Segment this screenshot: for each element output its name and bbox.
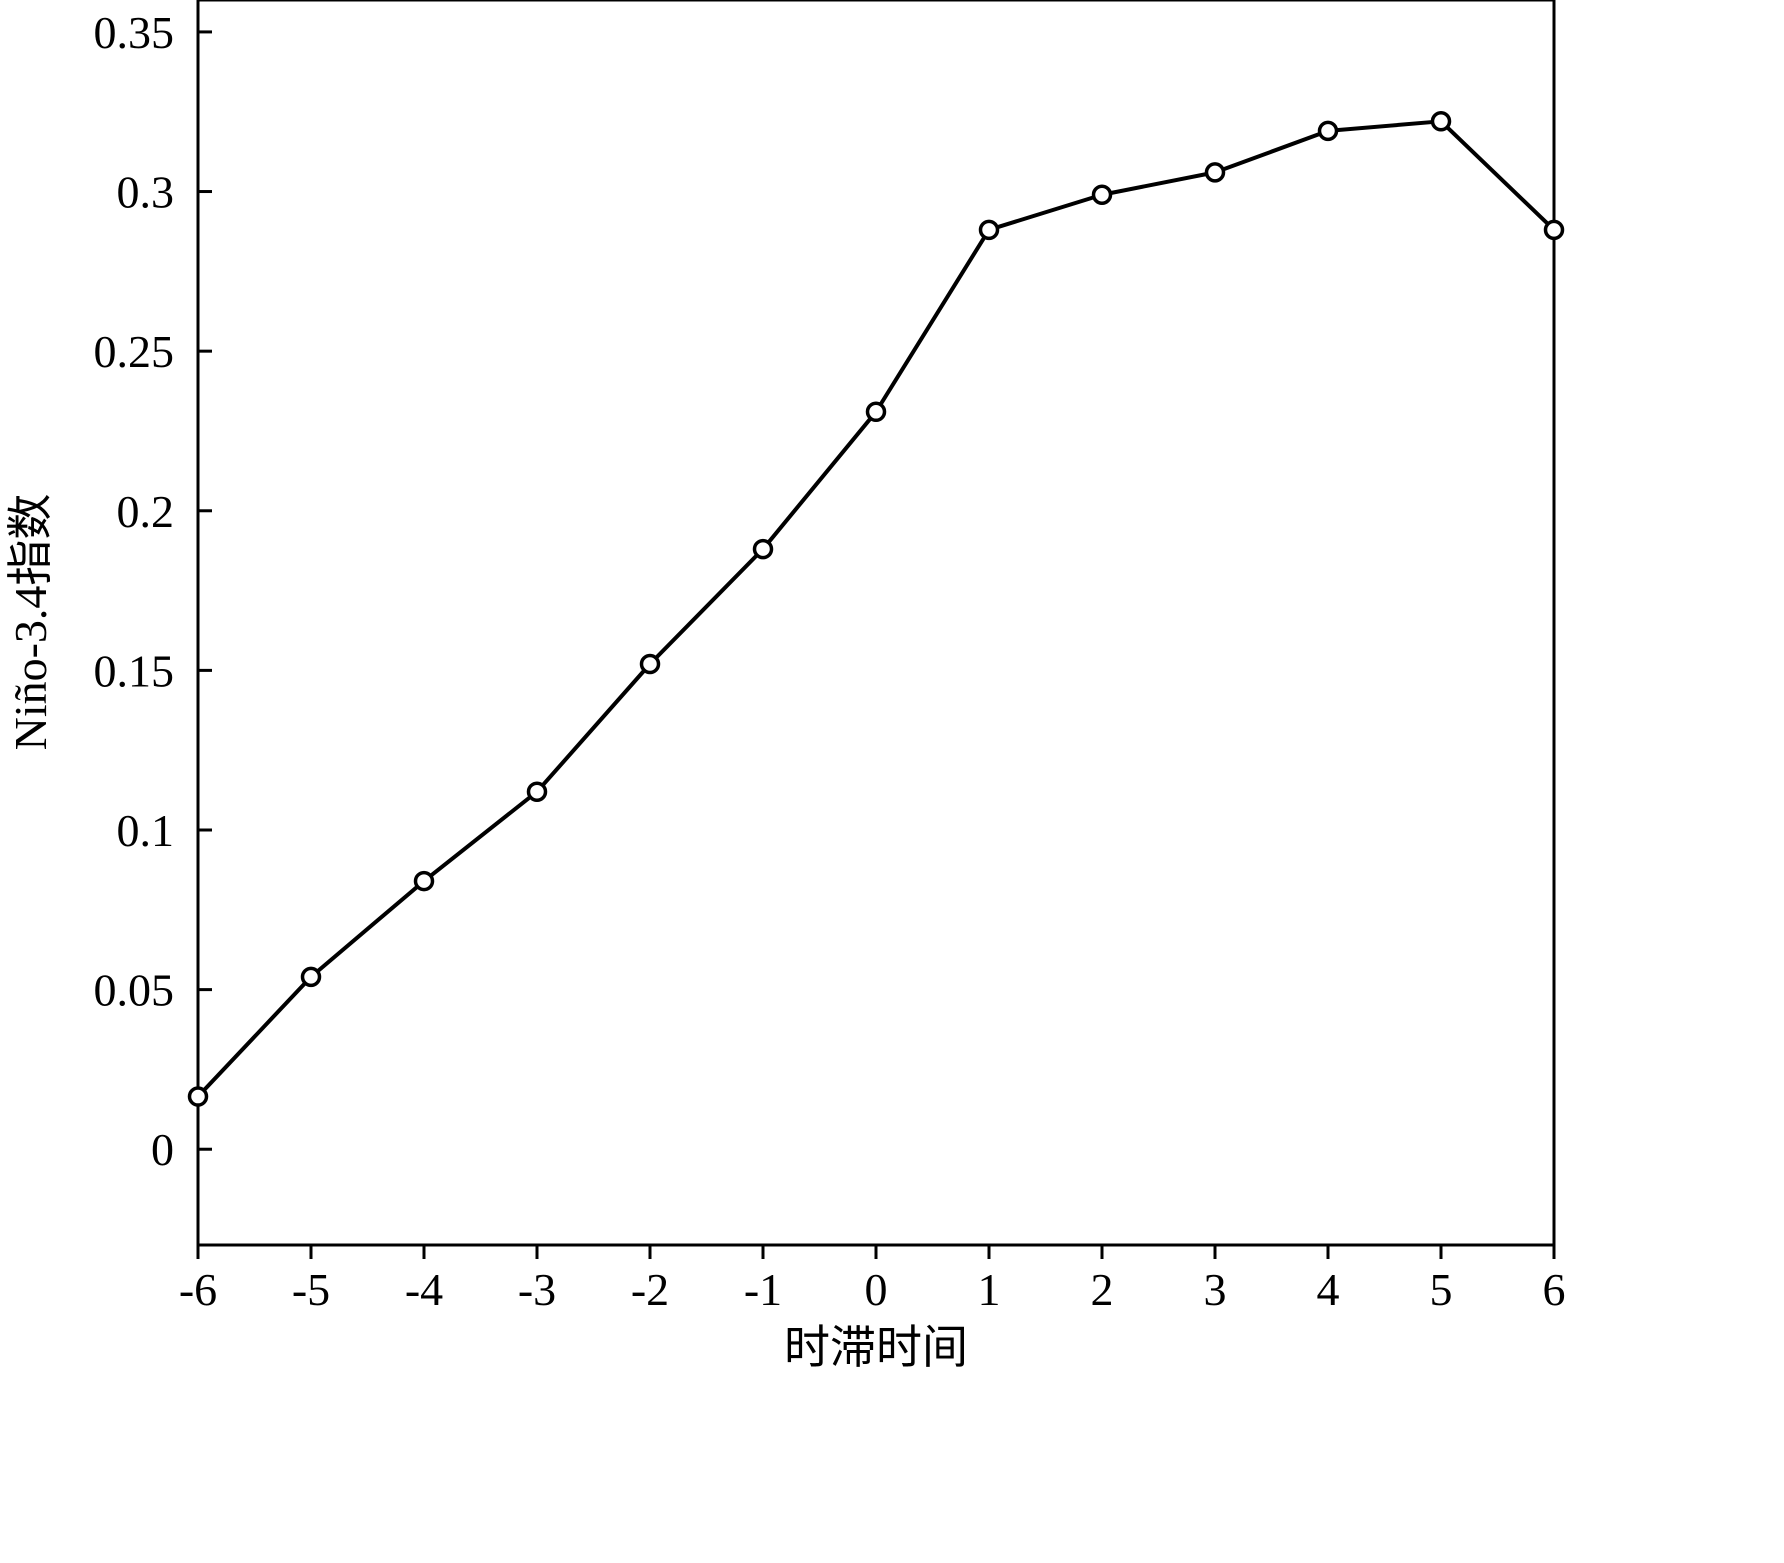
y-tick-label: 0.25 [94, 326, 175, 377]
data-point-marker [752, 538, 774, 560]
plot-area-frame [196, 0, 1556, 1247]
x-tick-label: 0 [865, 1264, 888, 1315]
x-tick-label: 3 [1204, 1264, 1227, 1315]
series-layer [187, 111, 1565, 1107]
y-tick-label: 0.3 [117, 167, 175, 218]
data-point-marker [1430, 111, 1452, 132]
x-tick-label: 6 [1543, 1264, 1566, 1315]
x-tick-label: -6 [179, 1264, 217, 1315]
x-axis-label: 时滞时间 [784, 1322, 968, 1373]
data-point-marker [865, 401, 887, 423]
y-tick-label: 0.1 [117, 805, 175, 856]
y-tick-label: 0.35 [94, 7, 175, 58]
data-point-marker [413, 870, 435, 892]
data-point-marker [639, 653, 661, 675]
data-point-marker [1543, 219, 1565, 241]
y-tick-label: 0.2 [117, 486, 175, 537]
data-point-marker [978, 219, 1000, 241]
x-axis-ticks: -6 -5 -4 -3 -2 -1 0 1 2 3 4 5 6 [179, 1245, 1566, 1315]
series-line [196, 119, 1556, 1098]
y-tick-label: 0.15 [94, 645, 175, 696]
data-point-marker [187, 1086, 209, 1107]
x-tick-label: 2 [1091, 1264, 1114, 1315]
x-tick-label: 5 [1430, 1264, 1453, 1315]
x-tick-label: -4 [405, 1264, 443, 1315]
x-tick-label: 1 [978, 1264, 1001, 1315]
data-point-marker [1204, 162, 1226, 183]
y-axis-ticks: 0 0.05 0.1 0.15 0.2 0.25 0.3 0.35 [94, 7, 212, 1175]
y-axis-label: Niño-3.4指数 [5, 494, 56, 751]
chart-container: 0 0.05 0.1 0.15 0.2 0.25 0.3 0.35 -6 -5 -4 -3 -2 -1 0… [5, 0, 1566, 1373]
line-chart: 0 0.05 0.1 0.15 0.2 0.25 0.3 0.35 -6 -5 -4 -3 -2 -1 0… [5, 0, 1566, 1373]
x-tick-label: 4 [1317, 1264, 1340, 1315]
y-tick-label: 0.05 [94, 965, 175, 1016]
x-tick-label: -1 [744, 1264, 782, 1315]
data-point-marker [526, 781, 548, 802]
data-point-marker [1091, 184, 1113, 205]
y-tick-label: 0 [151, 1124, 174, 1175]
x-tick-label: -5 [292, 1264, 330, 1315]
x-tick-label: -2 [631, 1264, 669, 1315]
data-point-marker [1317, 120, 1339, 142]
x-tick-label: -3 [518, 1264, 556, 1315]
data-point-marker [300, 966, 322, 988]
